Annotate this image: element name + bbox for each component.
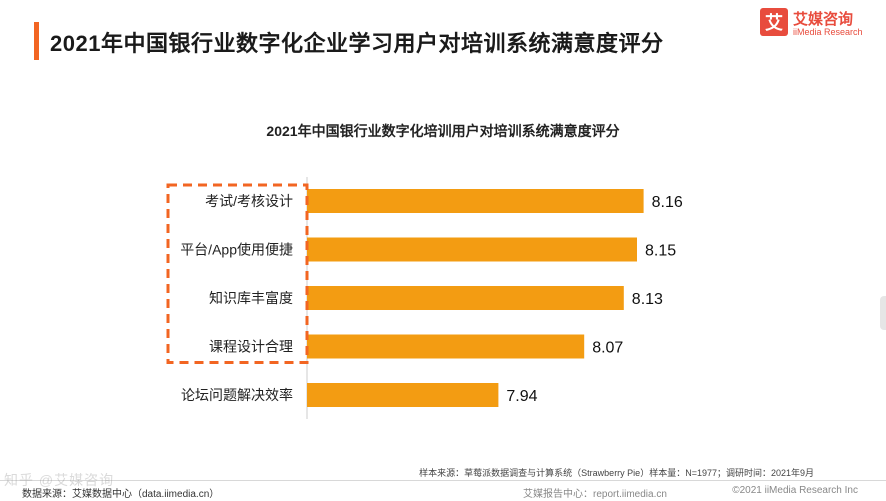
copyright: ©2021 iiMedia Research Inc (732, 485, 858, 496)
side-scroll-tab[interactable] (880, 296, 886, 330)
category-label: 平台/App使用便捷 (180, 242, 293, 258)
report-center-link[interactable]: 艾媒报告中心：report.iimedia.cn (523, 489, 667, 500)
title-accent-bar (34, 22, 39, 60)
bar (307, 334, 585, 359)
footer-divider (0, 480, 886, 481)
bar (307, 383, 499, 407)
data-source: 数据来源：艾媒数据中心（data.iimedia.cn） (22, 489, 220, 500)
sample-source-note: 样本来源：草莓派数据调查与计算系统（Strawberry Pie）样本量：N=1… (419, 468, 814, 478)
iimedia-logo[interactable]: 艾 艾媒咨询 iiMedia Research (760, 6, 864, 40)
category-label: 考试/考核设计 (205, 193, 293, 209)
page-title: 2021年中国银行业数字化企业学习用户对培训系统满意度评分 (50, 31, 664, 56)
value-label: 7.94 (506, 388, 537, 405)
bar (307, 189, 644, 213)
zhihu-watermark: 知乎 @艾媒咨询 (4, 472, 115, 488)
category-label: 课程设计合理 (209, 339, 293, 355)
category-label: 知识库丰富度 (209, 290, 293, 306)
highlight-box (166, 183, 309, 364)
value-label: 8.16 (652, 194, 683, 211)
logo-mark-icon: 艾 (760, 8, 788, 36)
value-label: 8.07 (592, 340, 623, 357)
logo-name-cn: 艾媒咨询 (793, 11, 854, 28)
bar (307, 286, 624, 310)
chart-title: 2021年中国银行业数字化培训用户对培训系统满意度评分 (266, 123, 620, 139)
logo-name-en: iiMedia Research (793, 27, 863, 37)
category-label: 论坛问题解决效率 (181, 387, 293, 403)
value-label: 8.13 (632, 291, 663, 308)
bar (307, 237, 637, 262)
value-label: 8.15 (645, 243, 676, 260)
